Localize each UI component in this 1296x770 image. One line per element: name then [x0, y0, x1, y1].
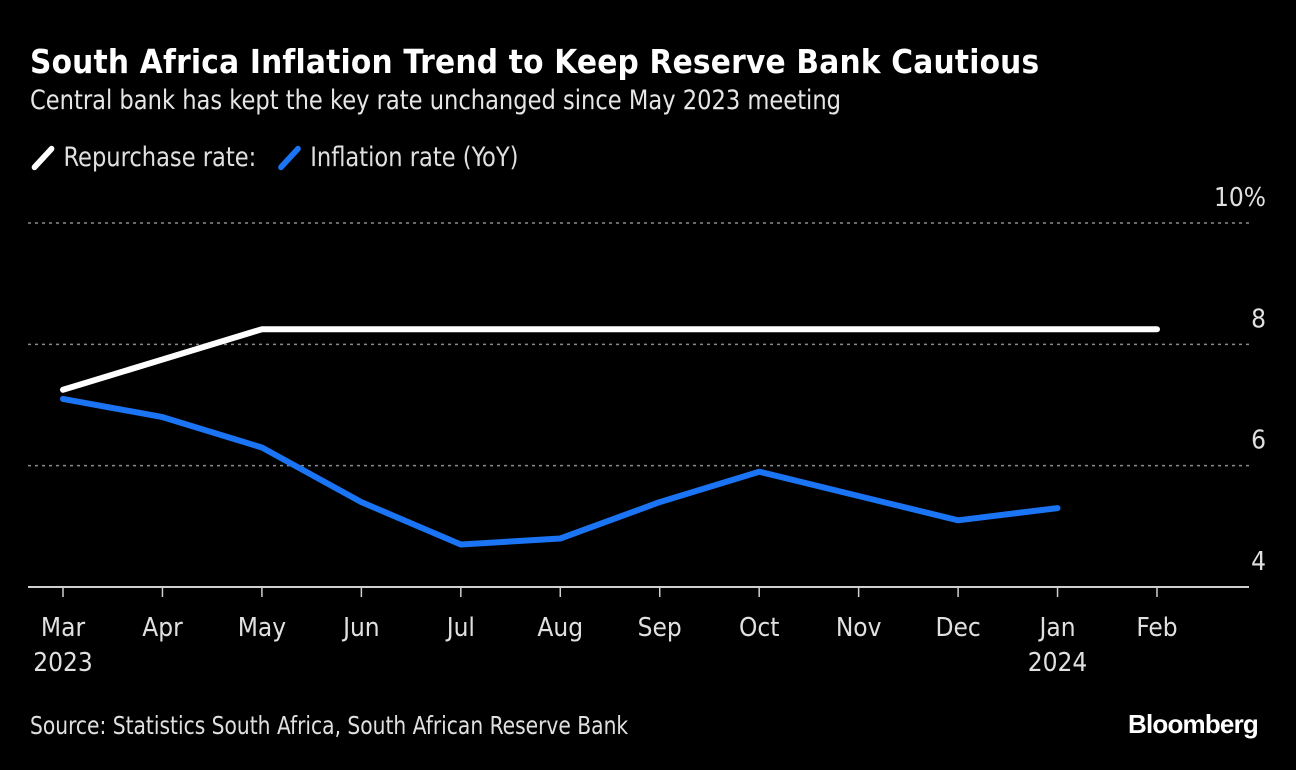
x-tick-label: Mar: [41, 613, 86, 643]
legend: Repurchase rate: Inflation rate (YoY): [30, 142, 539, 173]
legend-item-inflation-rate: Inflation rate (YoY): [277, 142, 519, 173]
legend-label: Inflation rate (YoY): [310, 142, 519, 173]
x-tick-label: Jun: [341, 613, 380, 643]
y-tick-label: 6: [1251, 426, 1266, 456]
inflation-rate-line: [60, 395, 1061, 548]
y-tick-label: 10%: [1214, 183, 1266, 213]
repurchase-rate-line: [60, 326, 1160, 393]
x-tick-label: Dec: [935, 613, 980, 643]
x-tick-label: Jan: [1038, 613, 1076, 643]
legend-label: Repurchase rate:: [63, 142, 257, 173]
x-tick-label: Nov: [836, 613, 882, 643]
x-tick-label: Aug: [537, 613, 583, 643]
x-tick-label: May: [238, 613, 287, 643]
source-note: Source: Statistics South Africa, South A…: [30, 711, 629, 740]
x-tick-label: Jul: [445, 613, 475, 643]
chart-title: South Africa Inflation Trend to Keep Res…: [30, 42, 1040, 81]
x-tick-label: Feb: [1136, 613, 1177, 643]
x-tick-year-label: 2024: [1028, 648, 1088, 678]
x-tick-label: Oct: [739, 613, 779, 643]
bloomberg-logo: Bloomberg: [1127, 709, 1259, 739]
chart-subtitle: Central bank has kept the key rate uncha…: [30, 85, 842, 116]
legend-item-repurchase-rate: Repurchase rate:: [30, 142, 256, 173]
x-tick-label: Sep: [638, 613, 682, 643]
x-tick-label: Apr: [142, 613, 183, 643]
y-tick-label: 8: [1251, 304, 1266, 334]
y-tick-label: 4: [1251, 547, 1266, 577]
x-tick-year-label: 2023: [33, 648, 93, 678]
